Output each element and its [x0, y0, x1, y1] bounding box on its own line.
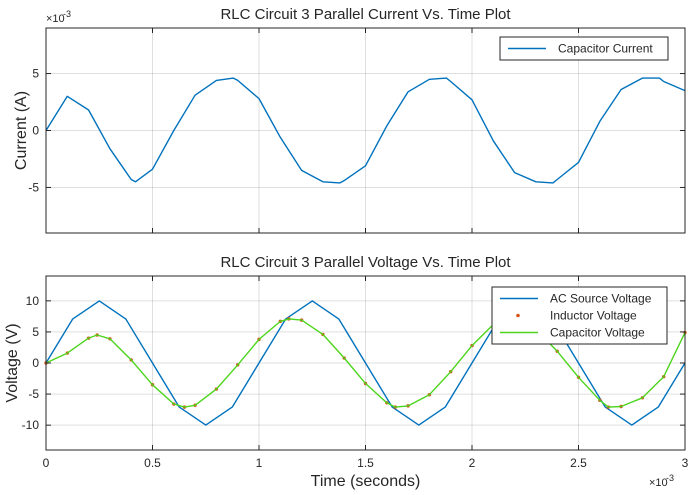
- y-exponent-label: ×10: [46, 13, 65, 25]
- y-tick-label: 5: [32, 67, 39, 81]
- x-tick-label: 3: [682, 456, 689, 470]
- y-tick-label: -10: [22, 418, 40, 432]
- y-tick-label: 10: [26, 294, 40, 308]
- chart-title: RLC Circuit 3 Parallel Current Vs. Time …: [220, 6, 511, 23]
- legend-label: Capacitor Voltage: [550, 326, 645, 340]
- x-exponent-label: ×10: [649, 477, 668, 489]
- legend-marker: [516, 313, 520, 318]
- legend-box: [499, 36, 669, 61]
- legend-label: AC Source Voltage: [550, 292, 652, 306]
- y-axis-label: Voltage (V): [4, 323, 21, 402]
- x-exponent-power: -3: [666, 473, 674, 483]
- x-tick-label: 1.5: [357, 456, 374, 470]
- plot-area: [46, 28, 685, 233]
- legend-label: Inductor Voltage: [550, 309, 637, 323]
- x-tick-label: 1: [256, 456, 263, 470]
- legend-box: [491, 286, 668, 345]
- y-tick-label: 0: [32, 356, 39, 370]
- voltage-axes: -10 -5 0 5 10 0 0.5 1 1.5 2 2.5 3 RLC Circuit 3 Para…: [4, 254, 689, 490]
- current-axes: -5 0 5 RLC Circuit 3 Parallel Current Vs. T…: [13, 6, 686, 234]
- x-tick-label: 2.5: [570, 456, 587, 470]
- series-line-capacitor-current: [45, 77, 686, 184]
- y-tick-label: 0: [32, 124, 39, 138]
- series-line-capacitor-voltage: [45, 318, 686, 408]
- x-tick-label: 0: [43, 456, 50, 470]
- x-tick-label: 0.5: [144, 456, 161, 470]
- x-axis-label: Time (seconds): [311, 473, 421, 490]
- legend: AC Source Voltage Inductor Voltage Capacit…: [491, 286, 668, 345]
- y-exponent-power: -3: [63, 9, 71, 19]
- y-axis-label: Current (A): [13, 91, 30, 170]
- chart-title: RLC Circuit 3 Parallel Voltage Vs. Time …: [220, 254, 511, 271]
- y-tick-label: -5: [28, 387, 39, 401]
- series-line-ac-source-voltage: [45, 300, 686, 426]
- legend-label: Capacitor Current: [558, 42, 653, 56]
- y-tick-label: 5: [32, 325, 39, 339]
- y-tick-label: -5: [28, 180, 39, 194]
- x-tick-label: 2: [469, 456, 476, 470]
- legend: Capacitor Current: [499, 36, 669, 61]
